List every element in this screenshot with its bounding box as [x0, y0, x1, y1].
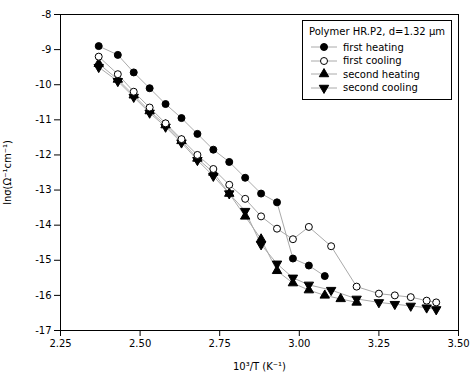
html-text:second heating: second heating: [343, 68, 420, 80]
html-text:second cooling: second cooling: [343, 82, 418, 93]
html-text:Polymer HR.P2, d=1.32 μm: Polymer HR.P2, d=1.32 μm: [309, 26, 445, 37]
svg-text:-10: -10: [35, 79, 51, 90]
html-text:first heating: first heating: [343, 41, 404, 53]
svg-text:2.50: 2.50: [129, 338, 151, 349]
svg-text:2.75: 2.75: [209, 338, 231, 349]
svg-text:-9: -9: [42, 44, 52, 55]
svg-text:-12: -12: [35, 149, 51, 160]
svg-text:2.25: 2.25: [49, 338, 71, 349]
svg-text:-8: -8: [42, 9, 52, 20]
svg-text:-14: -14: [35, 219, 51, 230]
svg-text:3.00: 3.00: [288, 338, 310, 349]
svg-text:lnσ(Ω⁻¹cm⁻¹): lnσ(Ω⁻¹cm⁻¹): [2, 140, 13, 205]
svg-text:3.50: 3.50: [447, 338, 469, 349]
svg-text:3.25: 3.25: [368, 338, 390, 349]
svg-text:10³/T (K⁻¹): 10³/T (K⁻¹): [233, 361, 286, 372]
svg-text:-15: -15: [35, 254, 51, 265]
svg-text:-13: -13: [35, 184, 51, 195]
svg-text:-16: -16: [35, 290, 51, 301]
svg-text:-11: -11: [35, 114, 51, 125]
svg-text:-17: -17: [35, 325, 51, 336]
html-text:first cooling: first cooling: [343, 55, 402, 66]
